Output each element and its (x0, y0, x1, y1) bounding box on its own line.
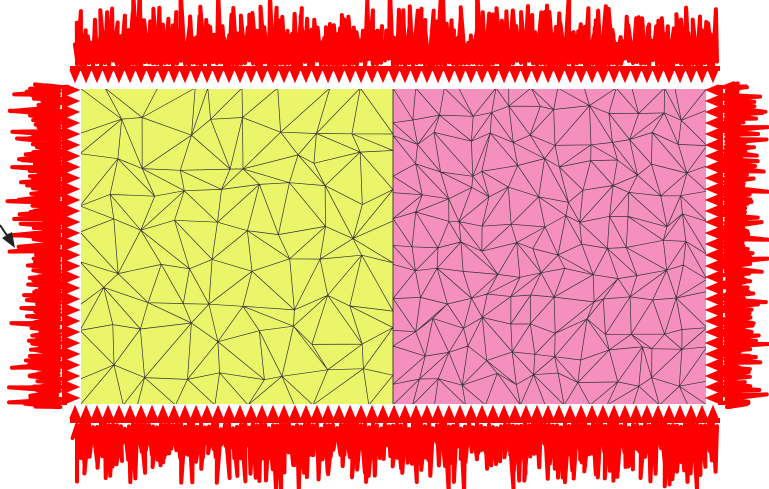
top-load-baseline (70, 66, 720, 71)
boundary-loads (5, 0, 769, 489)
right-load-arrows (704, 84, 719, 404)
left-load-arrows (66, 84, 81, 404)
top-load-arrows (69, 69, 719, 84)
right-subdomain (393, 88, 707, 405)
pointer-arrow (0, 224, 15, 248)
triangular-mesh (79, 87, 708, 406)
bottom-load-baseline (70, 418, 720, 423)
right-load-baseline (718, 85, 723, 405)
left-load-curve (27, 84, 64, 409)
bottom-load-curve (74, 421, 719, 469)
left-subdomain (80, 88, 393, 405)
domain-border (79, 87, 708, 406)
left-load-baseline (62, 85, 67, 405)
bottom-load-arrows (69, 404, 719, 419)
arrow-head (2, 232, 15, 248)
top-load-curve (72, 19, 719, 68)
right-load-curve (721, 81, 753, 409)
